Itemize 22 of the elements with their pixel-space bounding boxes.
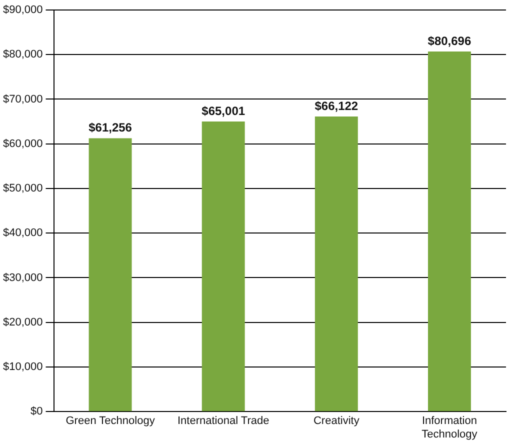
x-tick-label: International Trade	[177, 415, 270, 428]
x-tick-label: Information Technology	[422, 415, 478, 440]
y-tick-label: $30,000	[2, 272, 43, 284]
x-tick-label: Green Technology	[66, 415, 156, 428]
bar	[202, 122, 245, 412]
data-label: $65,001	[202, 104, 246, 118]
y-tick-label: $60,000	[2, 138, 43, 150]
bar	[428, 52, 471, 412]
y-tick-label: $10,000	[2, 361, 43, 374]
y-tick-label: $80,000	[2, 48, 43, 61]
data-label: $80,696	[428, 34, 472, 48]
bar	[88, 138, 132, 412]
y-tick-label: $20,000	[2, 316, 43, 328]
x-tick-label: Creativity	[313, 415, 360, 428]
y-tick-label: $90,000	[2, 4, 43, 16]
y-tick-label: $70,000	[2, 93, 43, 106]
data-label: $61,256	[88, 120, 132, 135]
y-tick-label: $40,000	[2, 227, 43, 240]
data-label: $66,122	[314, 98, 358, 113]
y-tick-label: $50,000	[2, 182, 43, 195]
bar	[314, 116, 358, 412]
y-tick-label: $0	[30, 406, 43, 418]
